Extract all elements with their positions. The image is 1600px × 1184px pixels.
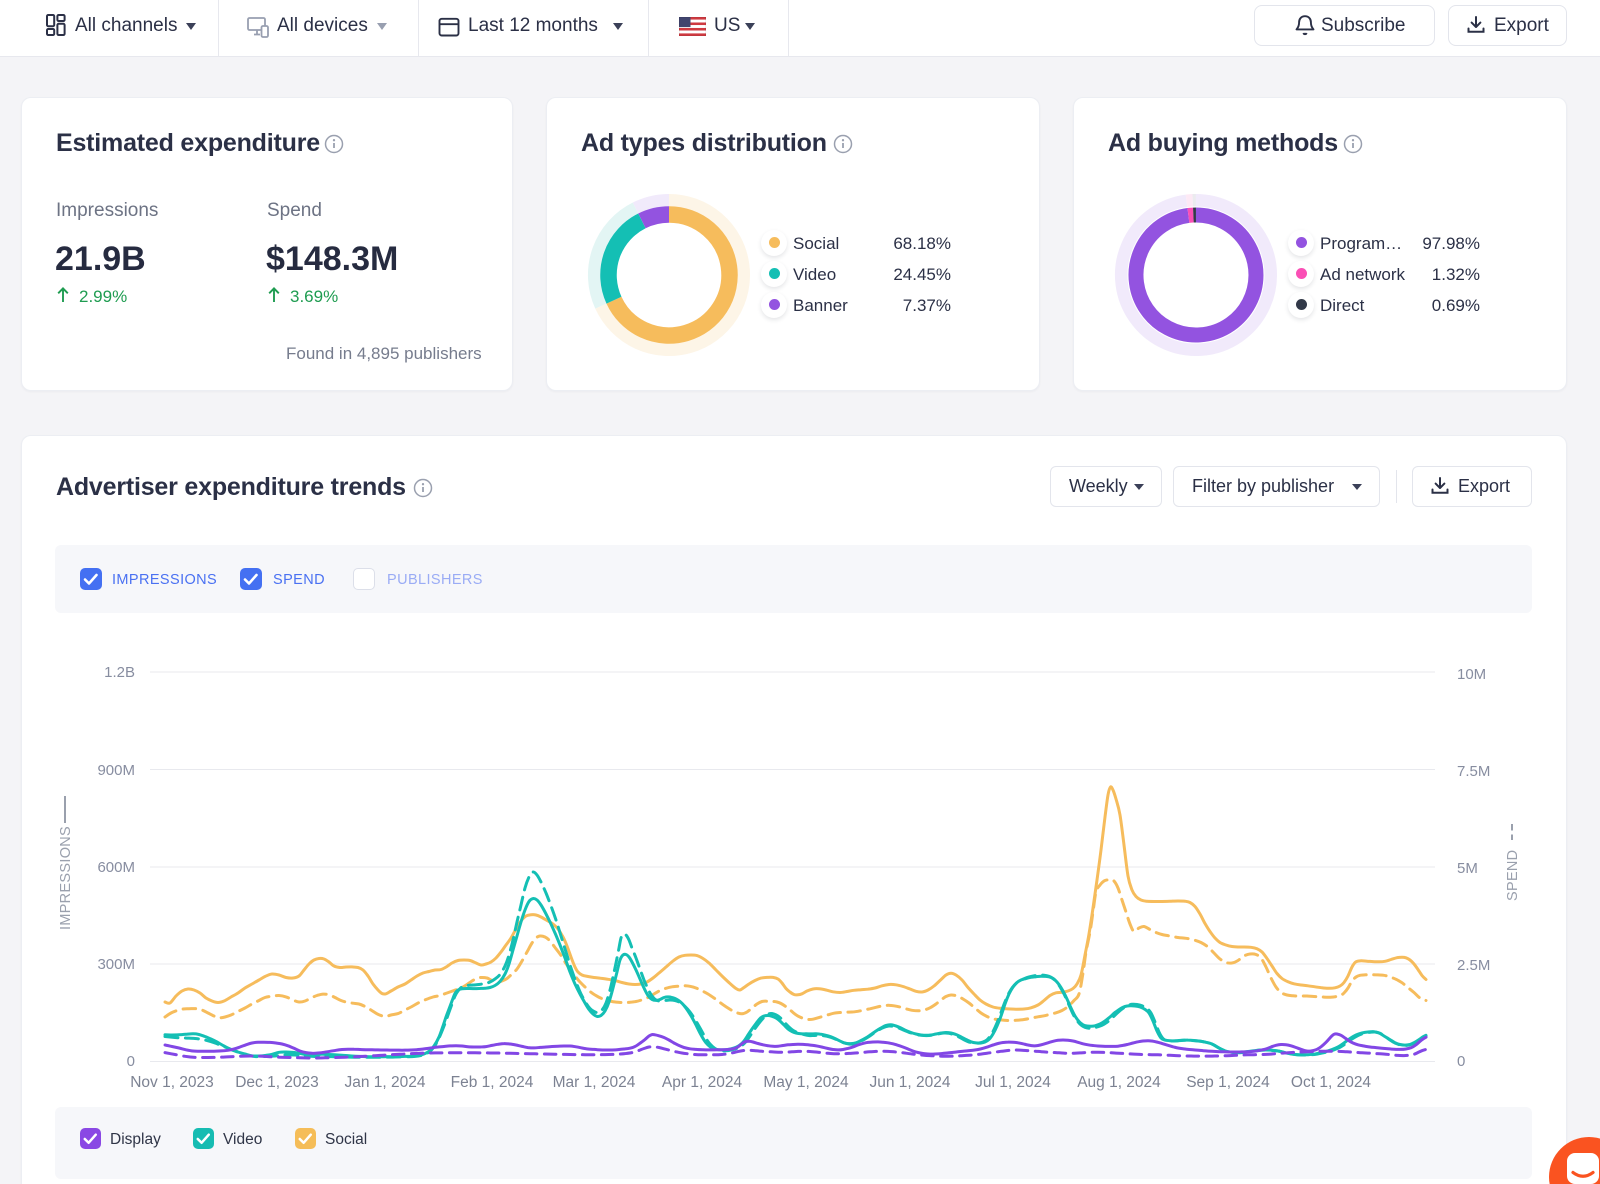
svg-text:0: 0 [1457,1053,1465,1070]
svg-text:5M: 5M [1457,860,1478,877]
svg-text:Jan 1, 2024: Jan 1, 2024 [344,1074,425,1091]
svg-text:Aug 1, 2024: Aug 1, 2024 [1077,1074,1161,1091]
svg-text:SPEND: SPEND [1505,850,1521,901]
svg-text:Mar 1, 2024: Mar 1, 2024 [553,1074,636,1091]
svg-text:May 1, 2024: May 1, 2024 [763,1074,849,1091]
svg-text:Oct 1, 2024: Oct 1, 2024 [1291,1074,1372,1091]
svg-text:2.5M: 2.5M [1457,957,1490,974]
svg-text:1.2B: 1.2B [104,664,135,681]
svg-text:10M: 10M [1457,666,1486,683]
svg-text:600M: 600M [97,859,135,876]
svg-text:300M: 300M [97,956,135,973]
svg-text:Dec 1, 2023: Dec 1, 2023 [235,1074,319,1091]
svg-text:Feb 1, 2024: Feb 1, 2024 [451,1074,534,1091]
svg-text:Jul 1, 2024: Jul 1, 2024 [975,1074,1051,1091]
svg-text:0: 0 [127,1053,135,1070]
svg-text:Sep 1, 2024: Sep 1, 2024 [1186,1074,1270,1091]
svg-text:Apr 1, 2024: Apr 1, 2024 [662,1074,743,1091]
svg-text:900M: 900M [97,762,135,779]
svg-text:7.5M: 7.5M [1457,763,1490,780]
svg-text:Nov 1, 2023: Nov 1, 2023 [130,1074,214,1091]
svg-text:Jun 1, 2024: Jun 1, 2024 [869,1074,950,1091]
svg-text:IMPRESSIONS: IMPRESSIONS [58,826,74,930]
